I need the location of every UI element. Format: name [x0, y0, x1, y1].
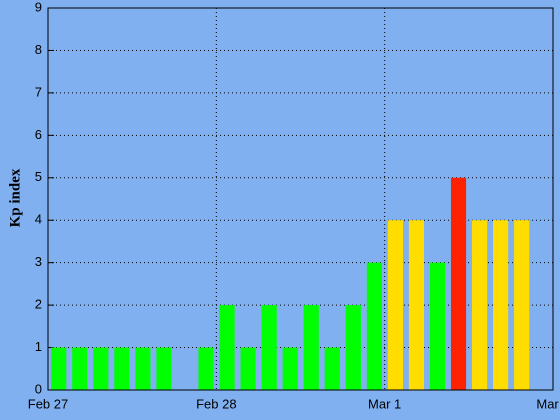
x-tick-label: Mar 1 [368, 396, 401, 411]
bar [219, 305, 235, 390]
x-tick-label: Mar 2 [536, 396, 560, 411]
y-tick-label: 3 [35, 254, 42, 269]
bar [303, 305, 319, 390]
y-tick-label: 1 [35, 339, 42, 354]
bar [240, 347, 256, 390]
bar [72, 347, 88, 390]
y-tick-label: 2 [35, 297, 42, 312]
y-tick-label: 0 [35, 381, 42, 396]
bar [429, 262, 446, 390]
bar [261, 305, 277, 390]
bar [514, 220, 530, 390]
bar [471, 220, 488, 390]
bar [324, 347, 340, 390]
bar [51, 347, 67, 390]
bar [114, 347, 130, 390]
y-tick-label: 7 [35, 84, 42, 99]
x-tick-label: Feb 27 [28, 396, 68, 411]
y-axis-label: Kp index [7, 168, 23, 227]
y-tick-label: 5 [35, 169, 42, 184]
bar [493, 220, 509, 390]
bar [408, 220, 425, 390]
bar [135, 347, 151, 390]
bar [282, 347, 298, 390]
bar [387, 220, 403, 390]
y-tick-label: 8 [35, 42, 42, 57]
bar [450, 177, 467, 390]
bar [198, 347, 214, 390]
y-tick-label: 6 [35, 127, 42, 142]
bar [156, 347, 172, 390]
bar [93, 347, 109, 390]
y-tick-label: 9 [35, 0, 42, 14]
y-tick-label: 4 [35, 212, 42, 227]
bar [366, 262, 382, 390]
bar [345, 305, 361, 390]
plot-frame [47, 7, 554, 391]
x-tick-label: Feb 28 [196, 396, 236, 411]
